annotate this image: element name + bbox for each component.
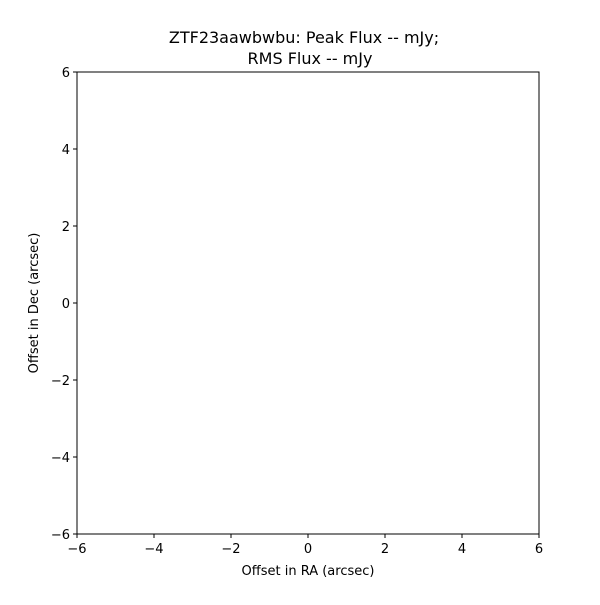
y-tick-label: −6 — [51, 528, 70, 543]
x-tick-label: 0 — [304, 542, 312, 557]
y-tick-label: −2 — [51, 374, 70, 389]
y-tick-label: 6 — [62, 66, 70, 81]
y-tick-label: −4 — [51, 451, 70, 466]
x-axis-ticks: −6 −4 −2 0 2 4 6 — [67, 534, 543, 557]
x-axis-label: Offset in RA (arcsec) — [242, 564, 375, 579]
x-tick-label: −4 — [144, 542, 163, 557]
x-tick-label: 6 — [535, 542, 543, 557]
chart-title-line-1: ZTF23aawbwbu: Peak Flux -- mJy; — [169, 28, 439, 47]
chart-title-line-2: RMS Flux -- mJy — [248, 49, 373, 68]
x-tick-label: −2 — [221, 542, 240, 557]
x-tick-label: −6 — [67, 542, 86, 557]
y-axis-ticks: −6 −4 −2 0 2 4 6 — [51, 66, 77, 543]
x-tick-label: 2 — [381, 542, 389, 557]
y-tick-label: 2 — [62, 220, 70, 235]
plot-area — [76, 71, 540, 535]
y-tick-label: 0 — [62, 297, 70, 312]
y-axis-label: Offset in Dec (arcsec) — [27, 233, 42, 374]
x-tick-label: 4 — [458, 542, 466, 557]
y-tick-label: 4 — [62, 143, 70, 158]
